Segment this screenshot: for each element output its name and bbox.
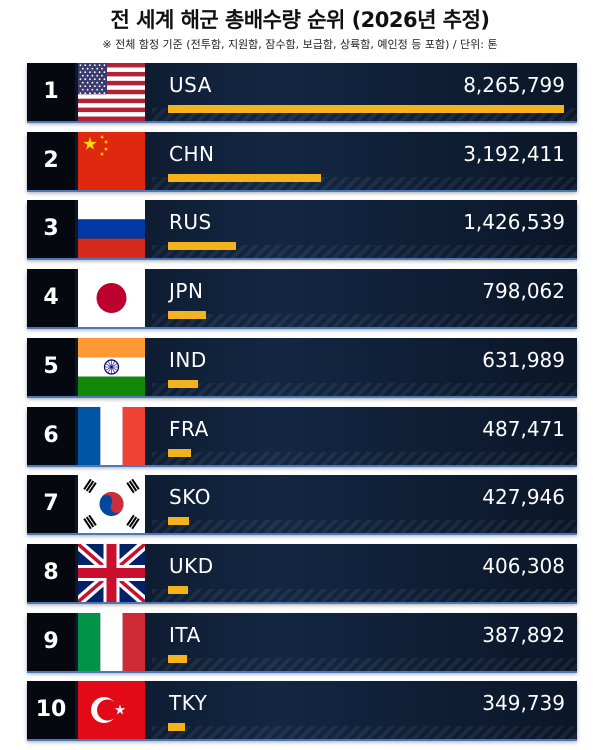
tonnage-value-label: 798,062 — [482, 279, 565, 304]
tonnage-bar — [168, 173, 321, 182]
tonnage-value-label: 8,265,799 — [463, 73, 565, 97]
tonnage-bar — [168, 723, 185, 732]
tonnage-bar — [168, 105, 564, 113]
ranking-row: 8 UKD 406,308 — [27, 543, 577, 602]
rank-number: 8 — [27, 543, 75, 602]
rank-number: 4 — [27, 269, 75, 328]
rank-number: 3 — [27, 200, 75, 259]
uk-flag-icon — [78, 543, 145, 602]
tonnage-bar — [168, 311, 207, 320]
country-code-label: CHN — [169, 141, 215, 166]
country-code-label: JPN — [169, 279, 204, 304]
chart-title: 전 세계 해군 총배수량 순위 (2026년 추정) — [110, 8, 491, 32]
russia-flag-icon — [78, 200, 145, 259]
rank-number: 1 — [27, 63, 75, 121]
france-flag-icon — [78, 406, 145, 465]
tonnage-value-label: 3,192,411 — [463, 141, 565, 166]
country-code-label: RUS — [169, 210, 212, 235]
tonnage-value-label: 487,471 — [482, 416, 565, 441]
country-code-label: USA — [169, 73, 212, 97]
country-code-label: ITA — [169, 622, 201, 647]
italy-flag-icon — [78, 612, 145, 671]
tonnage-bar — [168, 448, 192, 457]
south-korea-flag-icon — [78, 475, 145, 534]
ranking-row: 6 FRA 487,471 — [27, 406, 577, 465]
tonnage-bar — [168, 379, 199, 388]
tonnage-bar — [168, 242, 237, 251]
tonnage-value-label: 427,946 — [482, 485, 565, 510]
tonnage-value-label: 631,989 — [482, 347, 565, 372]
rank-number: 6 — [27, 406, 75, 465]
ranking-row: 5 IND 631,989 — [27, 337, 577, 396]
rank-number: 7 — [27, 475, 75, 534]
tonnage-bar — [168, 654, 187, 663]
ranking-row: 9 ITA 387,892 — [27, 612, 577, 671]
tonnage-value-label: 387,892 — [482, 622, 565, 647]
ranking-row: 10 TKY 349,739 — [27, 681, 577, 740]
country-code-label: TKY — [169, 691, 208, 716]
country-code-label: FRA — [169, 416, 209, 441]
turkey-flag-icon — [78, 681, 145, 740]
rank-number: 5 — [27, 337, 75, 396]
india-flag-icon — [78, 337, 145, 396]
tonnage-bar — [168, 517, 189, 526]
country-code-label: SKO — [169, 485, 211, 510]
ranking-row: 4 JPN 798,062 — [27, 269, 577, 328]
ranking-row: 1 USA 8,265,799 — [27, 63, 577, 121]
country-code-label: IND — [169, 347, 207, 372]
tonnage-value-label: 1,426,539 — [463, 210, 565, 235]
china-flag-icon — [78, 131, 145, 190]
rank-number: 2 — [27, 131, 75, 190]
rank-number: 9 — [27, 612, 75, 671]
usa-flag-icon — [78, 63, 145, 121]
ranking-row: 7 SKO 427,946 — [27, 475, 577, 534]
rank-number: 10 — [27, 681, 75, 740]
tonnage-bar — [168, 585, 188, 594]
ranking-row: 2 CHN 3,192,411 — [27, 131, 577, 190]
ranking-row: 3 RUS 1,426,539 — [27, 200, 577, 259]
tonnage-value-label: 349,739 — [482, 691, 565, 716]
chart-subtitle: ※ 전체 함정 기준 (전투함, 지원함, 잠수함, 보급함, 상륙함, 예인정… — [102, 38, 498, 51]
country-code-label: UKD — [169, 553, 214, 578]
tonnage-value-label: 406,308 — [482, 553, 565, 578]
japan-flag-icon — [78, 269, 145, 328]
